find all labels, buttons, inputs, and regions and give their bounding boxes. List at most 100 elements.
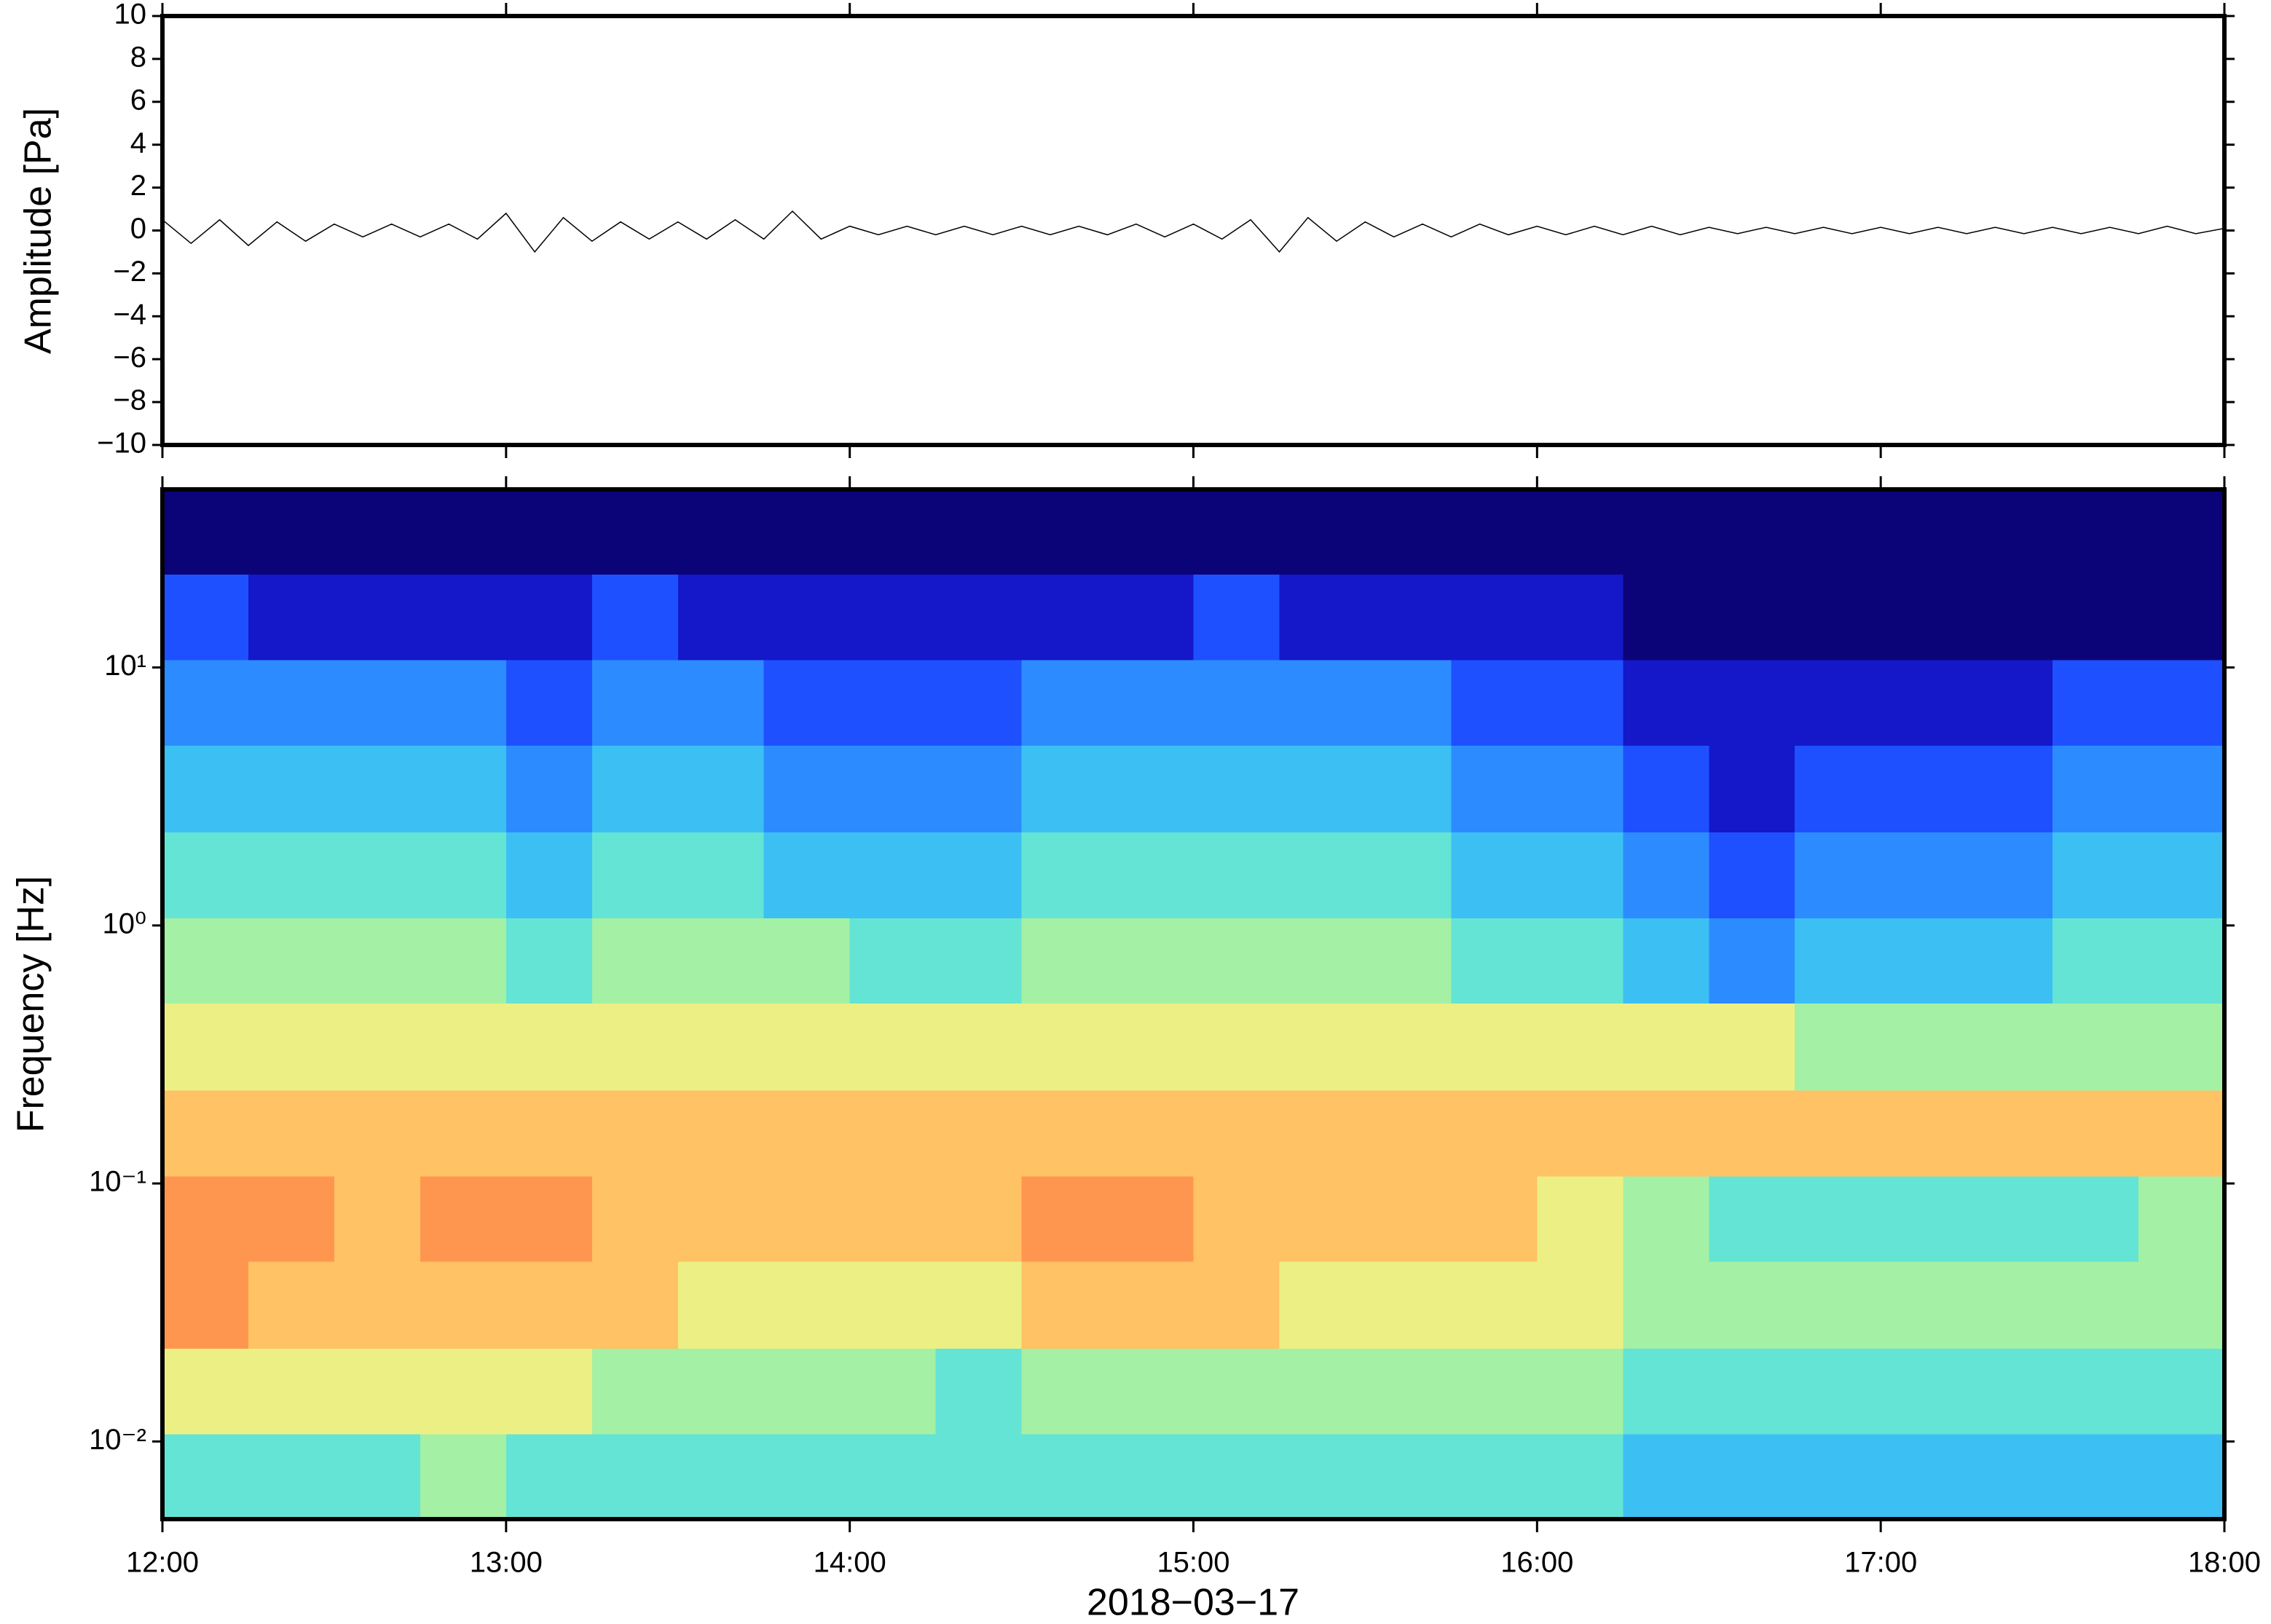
spectrogram-cell [1967, 1433, 2053, 1520]
spectrogram-cell [420, 832, 507, 918]
spectrogram-cell [763, 574, 851, 661]
spectrogram-cell [1623, 574, 1709, 661]
spectrogram-cell [1451, 489, 1538, 575]
spectrogram-cell [1107, 1175, 1194, 1262]
y-tick-label: −8 [113, 385, 146, 417]
x-tick-label: 14:00 [814, 1547, 886, 1579]
spectrogram-cell [1967, 489, 2053, 575]
spectrogram-cell [1107, 1433, 1194, 1520]
spectrogram-cell [1967, 660, 2053, 746]
spectrogram-cell [763, 832, 851, 918]
spectrogram-cell [2138, 918, 2225, 1004]
spectrogram-cell [1365, 489, 1452, 575]
spectrogram-cell [162, 745, 249, 833]
spectrogram-cell [1451, 574, 1538, 661]
y-tick-label: 4 [130, 127, 146, 159]
y-tick-label: 0 [130, 213, 146, 245]
spectrogram-cell [1365, 918, 1452, 1004]
spectrogram-cell [591, 1089, 679, 1177]
y-tick-label: 8 [130, 41, 146, 73]
spectrogram-cell [505, 574, 593, 661]
spectrogram-cell [420, 1261, 507, 1349]
spectrogram-cell [334, 1261, 421, 1349]
spectrogram-cell [1881, 1003, 1967, 1091]
plots: −10 −8 −6 −4 −2 0 2 4 6 8 10 10⁻² 10⁻¹ 10⁰ 10¹ 12:00 13:… [89, 0, 2261, 1579]
spectrogram-cell [1623, 918, 1709, 1004]
spectrogram-cell [849, 1003, 937, 1091]
spectrogram-cell [1107, 745, 1194, 833]
spectrogram-cell [849, 745, 937, 833]
spectrogram-cell [2138, 489, 2225, 575]
spectrogram-cell [1795, 1003, 1881, 1091]
spectrogram-cell [1451, 745, 1538, 833]
y-tick-label: 10⁰ [102, 907, 146, 939]
spectrogram-cell [248, 832, 335, 918]
spectrogram-cell [248, 745, 335, 833]
spectrogram-cell [677, 1261, 765, 1349]
spectrogram-cell [1623, 1003, 1709, 1091]
spectrogram-cell [1881, 574, 1967, 661]
spectrogram-cell [420, 574, 507, 661]
spectrogram-cell [334, 1003, 421, 1091]
spectrogram-cell [1279, 489, 1366, 575]
spectrogram-cell [1709, 489, 1795, 575]
spectrogram-cell [1537, 1348, 1623, 1435]
spectrogram-cell [763, 1089, 851, 1177]
spectrogram-cell [505, 1089, 593, 1177]
spectrogram-cell [1365, 574, 1452, 661]
spectrogram-cell [1365, 745, 1452, 833]
spectrogram-cell [1021, 1348, 1109, 1435]
spectrogram-cell [1365, 660, 1452, 746]
spectrogram-cell [248, 1089, 335, 1177]
spectrogram-cell [1279, 918, 1366, 1004]
spectrogram-cell [2052, 1433, 2139, 1520]
spectrogram-cell [162, 1175, 249, 1262]
y-tick-label: 2 [130, 170, 146, 202]
spectrogram-cell [1623, 1433, 1709, 1520]
spectrogram-cell [935, 574, 1023, 661]
spectrogram-cell [1193, 660, 1280, 746]
spectrogram-cell [1451, 918, 1538, 1004]
spectrogram-cell [591, 832, 679, 918]
spectrogram-cell [591, 1348, 679, 1435]
spectrogram-cell [591, 489, 679, 575]
spectrogram-cell [1365, 1348, 1452, 1435]
spectrogram-cell [935, 1089, 1023, 1177]
spectrogram-cell [1451, 832, 1538, 918]
spectrogram-cell [849, 660, 937, 746]
spectrogram-cell [1279, 660, 1366, 746]
y-axis-title: Frequency [Hz] [10, 876, 52, 1133]
spectrogram-cell [1193, 1175, 1280, 1262]
spectrogram-cell [1107, 1261, 1194, 1349]
spectrogram-cell [677, 489, 765, 575]
spectrogram-cell [2052, 1261, 2139, 1349]
spectrogram-cell [1193, 1089, 1280, 1177]
spectrogram-cell [1451, 660, 1538, 746]
spectrogram-cell [162, 1261, 249, 1349]
spectrogram-cell [1365, 1003, 1452, 1091]
spectrogram-cell [677, 660, 765, 746]
spectrogram-cell [248, 489, 335, 575]
spectrogram-cell [1279, 1175, 1366, 1262]
spectrogram-cell [2052, 1175, 2139, 1262]
spectrogram-cell [591, 1433, 679, 1520]
spectrogram-cell [763, 745, 851, 833]
spectrogram-cell [935, 1003, 1023, 1091]
x-tick-label: 13:00 [470, 1547, 543, 1579]
spectrogram-cell [1623, 832, 1709, 918]
spectrogram-cell [334, 832, 421, 918]
spectrogram-cell [2052, 1003, 2139, 1091]
spectrogram-cell [2138, 1089, 2225, 1177]
spectrogram-cell [1881, 745, 1967, 833]
spectrogram-cell [2052, 1348, 2139, 1435]
spectrogram-cell [1193, 918, 1280, 1004]
spectrogram-cell [1107, 574, 1194, 661]
spectrogram-cell [1967, 1089, 2053, 1177]
spectrogram-cell [1967, 1261, 2053, 1349]
x-tick-label: 18:00 [2188, 1547, 2261, 1579]
spectrogram-cell [677, 1175, 765, 1262]
spectrogram-cell [2138, 1175, 2225, 1262]
spectrogram-cell [591, 745, 679, 833]
spectrogram-cell [591, 1261, 679, 1349]
